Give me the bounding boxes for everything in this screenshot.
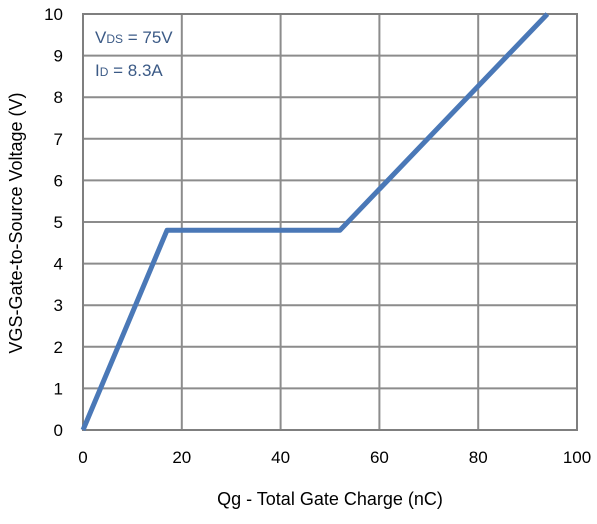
- x-tick-label-1: 20: [172, 448, 191, 467]
- series-group: [80, 12, 550, 431]
- y-tick-label-5: 5: [54, 213, 63, 232]
- x-tick-label-2: 40: [271, 448, 290, 467]
- x-axis-ticks: 0 20 40 60 80 100: [78, 448, 591, 467]
- annotation-vds: VDS = 75V: [95, 28, 173, 47]
- x-tick-label-4: 80: [469, 448, 488, 467]
- x-tick-label-3: 60: [370, 448, 389, 467]
- x-tick-label-5: 100: [563, 448, 591, 467]
- y-tick-label-0: 0: [54, 421, 63, 440]
- y-tick-label-2: 2: [54, 338, 63, 357]
- y-tick-label-9: 9: [54, 47, 63, 66]
- y-tick-label-4: 4: [54, 255, 63, 274]
- y-tick-label-6: 6: [54, 171, 63, 190]
- x-tick-label-0: 0: [78, 448, 87, 467]
- y-axis-ticks: 0 1 2 3 4 5 6 7 8 9 10: [44, 5, 63, 440]
- y-tick-label-1: 1: [54, 379, 63, 398]
- x-axis-title: Qg - Total Gate Charge (nC): [217, 489, 443, 509]
- y-tick-label-7: 7: [54, 130, 63, 149]
- annotation-id: ID = 8.3A: [95, 61, 163, 80]
- y-tick-label-8: 8: [54, 88, 63, 107]
- y-tick-label-3: 3: [54, 296, 63, 315]
- y-tick-label-10: 10: [44, 5, 63, 24]
- y-axis-title: VGS-Gate-to-Source Voltage (V): [6, 92, 26, 353]
- plot-frame: [82, 13, 578, 431]
- series-line-0: [80, 12, 550, 431]
